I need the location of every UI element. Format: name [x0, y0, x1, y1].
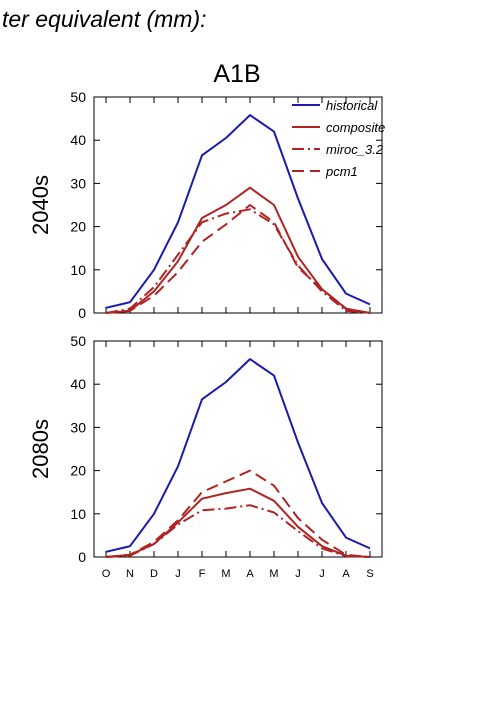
series-line-historical [105, 358, 371, 553]
y-tick-label: 30 [70, 175, 86, 191]
panel-1: 0 10 20 30 40 50 O N D J F M A M J J A S 2080s [28, 333, 383, 580]
axis-frame [93, 340, 383, 558]
y-tick-label: 40 [70, 376, 86, 392]
panel-0: 0 10 20 30 40 50 2040s historical composite miroc… [28, 89, 385, 321]
legend: historical composite miroc_3.2 pcm1 [292, 98, 385, 179]
series-line-pcm1 [105, 204, 371, 314]
x-tick-label: J [295, 568, 301, 580]
y-tick-label: 50 [70, 333, 86, 349]
y-tick-label: 10 [70, 262, 86, 278]
x-tick-label: S [366, 568, 373, 580]
panel-ylabel: 2080s [28, 419, 53, 479]
x-tick-label: D [150, 568, 158, 580]
x-tick-label: O [102, 568, 111, 580]
x-tick-label: J [175, 568, 181, 580]
panel-ylabel: 2040s [28, 175, 53, 235]
panels-group: 0 10 20 30 40 50 2040s historical composite miroc… [28, 89, 385, 580]
y-tick-label: 0 [78, 549, 86, 565]
axis-frame [93, 96, 383, 314]
y-tick-label: 20 [70, 463, 86, 479]
series-line-historical [105, 114, 371, 309]
series-line-pcm1 [105, 469, 371, 558]
y-tick-label: 40 [70, 132, 86, 148]
series-line-miroc-3-2 [105, 504, 371, 558]
y-tick-label: 0 [78, 305, 86, 321]
legend-entry-label: pcm1 [325, 164, 358, 179]
series-line-composite [105, 186, 371, 314]
x-tick-label: J [319, 568, 325, 580]
y-tick-label: 50 [70, 89, 86, 105]
header-title: ter equivalent (mm): [2, 6, 207, 32]
legend-entry-label: historical [326, 98, 378, 113]
y-tick-label: 30 [70, 419, 86, 435]
x-tick-label: M [269, 568, 278, 580]
chart-title: A1B [213, 60, 260, 88]
y-tick-label: 10 [70, 506, 86, 522]
x-tick-label: A [342, 568, 350, 580]
series-line-miroc-3-2 [105, 208, 371, 314]
x-tick-label: M [221, 568, 230, 580]
x-tick-label: F [199, 568, 206, 580]
legend-entry-label: miroc_3.2 [326, 142, 384, 157]
x-tick-label: N [126, 568, 134, 580]
y-tick-label: 20 [70, 219, 86, 235]
legend-entry-label: composite [326, 120, 385, 135]
x-tick-label: A [246, 568, 254, 580]
